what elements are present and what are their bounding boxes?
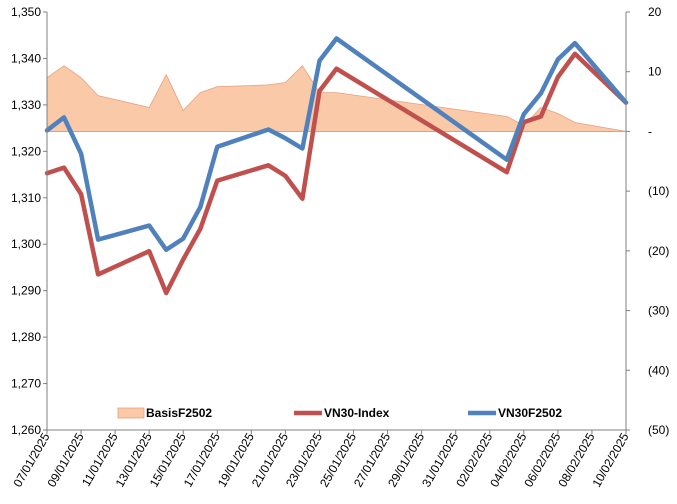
y-tick-label: 1,280 xyxy=(11,330,41,344)
y2-tick-label: (50) xyxy=(648,423,669,437)
y-tick-label: 1,330 xyxy=(11,98,41,112)
y2-tick-label: (10) xyxy=(648,184,669,198)
y2-tick-label: 20 xyxy=(648,5,662,19)
y-tick-label: 1,260 xyxy=(11,423,41,437)
legend-label-basisf2502: BasisF2502 xyxy=(146,406,212,420)
y2-tick-label: (30) xyxy=(648,304,669,318)
y-tick-label: 1,300 xyxy=(11,237,41,251)
legend-label-vn30-index: VN30-Index xyxy=(324,406,390,420)
y2-tick-label: 10 xyxy=(648,65,662,79)
y2-tick-label: - xyxy=(648,124,652,138)
y2-tick-label: (20) xyxy=(648,244,669,258)
y-tick-label: 1,320 xyxy=(11,144,41,158)
line-layer xyxy=(44,36,629,296)
legend-swatch-basisf2502 xyxy=(117,407,145,419)
y-tick-label: 1,310 xyxy=(11,191,41,205)
y-tick-label: 1,350 xyxy=(11,5,41,19)
area-layer xyxy=(46,65,627,132)
y2-tick-label: (40) xyxy=(648,363,669,377)
series-vn30-index-line xyxy=(44,51,629,296)
y-tick-label: 1,290 xyxy=(11,284,41,298)
legend: BasisF2502 VN30-Index VN30F2502 xyxy=(117,406,562,420)
legend-label-vn30f2502: VN30F2502 xyxy=(498,406,562,420)
y-tick-label: 1,340 xyxy=(11,51,41,65)
series-basisf2502-area xyxy=(46,65,627,132)
series-vn30f2502-line xyxy=(44,36,629,253)
y-tick-label: 1,270 xyxy=(11,377,41,391)
